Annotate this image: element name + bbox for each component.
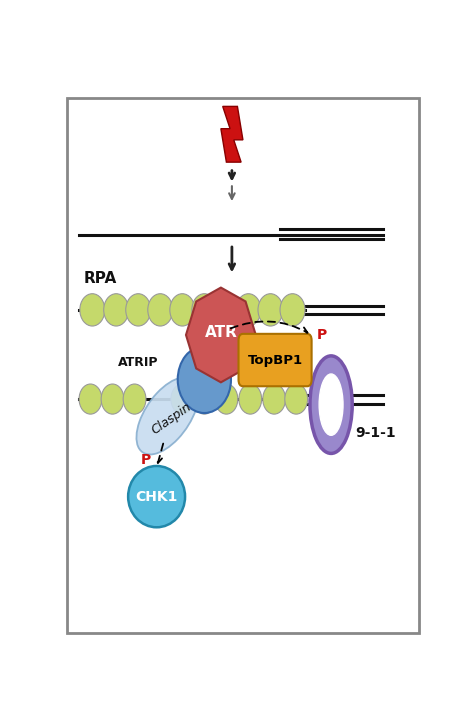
Text: TopBP1: TopBP1 [247,353,302,366]
Polygon shape [186,287,256,382]
Ellipse shape [128,466,185,527]
Ellipse shape [215,384,238,414]
Ellipse shape [123,384,146,414]
Ellipse shape [101,384,124,414]
Ellipse shape [319,374,343,435]
Ellipse shape [137,377,199,455]
Ellipse shape [285,384,308,414]
FancyBboxPatch shape [66,98,419,634]
Polygon shape [221,106,243,162]
Ellipse shape [170,294,195,326]
FancyBboxPatch shape [238,334,311,386]
Text: RPA: RPA [83,272,117,287]
Ellipse shape [214,294,239,326]
Ellipse shape [263,384,285,414]
Text: P: P [140,453,151,468]
Text: ATRIP: ATRIP [118,356,158,369]
Ellipse shape [258,294,283,326]
Text: ATR: ATR [204,324,237,340]
Ellipse shape [171,384,194,414]
Ellipse shape [79,384,102,414]
Text: Claspin: Claspin [149,400,194,437]
Ellipse shape [310,356,352,453]
Ellipse shape [80,294,105,326]
Ellipse shape [104,294,128,326]
Ellipse shape [192,294,217,326]
Ellipse shape [193,384,216,414]
Ellipse shape [126,294,151,326]
Ellipse shape [236,294,261,326]
Ellipse shape [280,294,305,326]
Ellipse shape [148,294,173,326]
Text: P: P [317,328,328,342]
Ellipse shape [239,384,262,414]
Ellipse shape [178,346,231,413]
Text: CHK1: CHK1 [136,489,178,504]
Text: 9-1-1: 9-1-1 [355,426,396,439]
